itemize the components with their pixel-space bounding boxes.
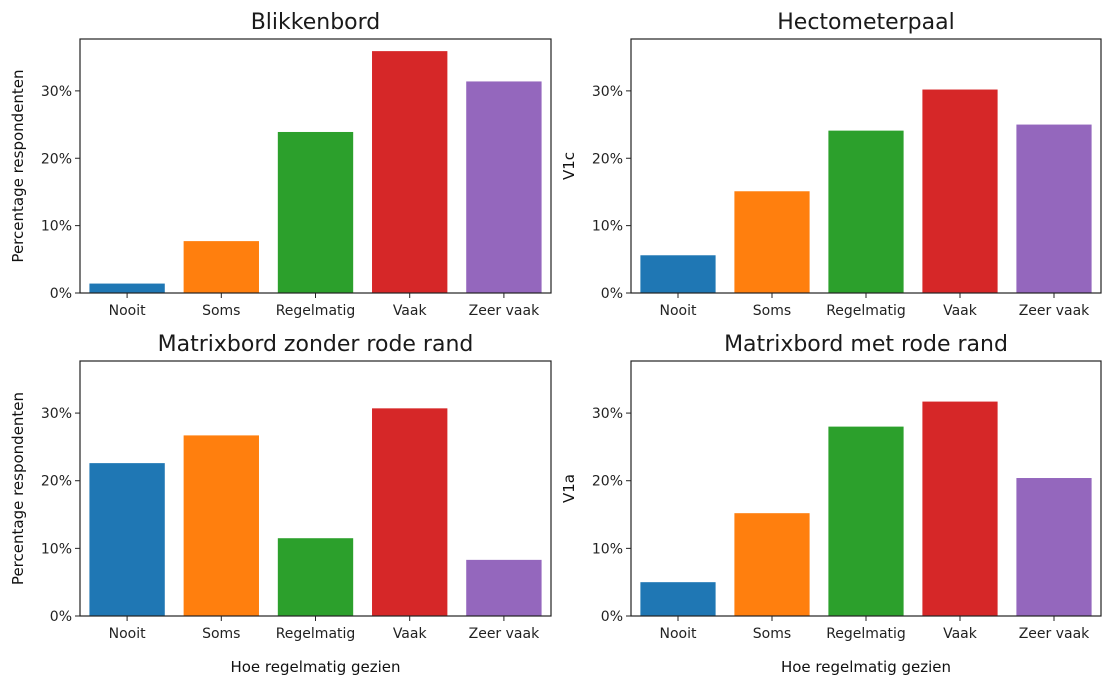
y-tick-label: 30% [592,406,623,422]
chart-title: Hectometerpaal [777,10,954,35]
bar-regelmatig [828,130,904,293]
x-tick-label: Nooit [660,303,697,319]
y-tick-label: 30% [592,84,623,100]
y-tick-label: 20% [592,474,623,490]
x-tick-label: Zeer vaak [1019,303,1090,319]
y-axis-label: Percentage respondenten [9,392,27,585]
bar-soms [734,513,810,616]
chart-panel-4: Matrixbord met rode rand Nooit Soms Regelma… [560,332,1102,676]
x-tick-label: Zeer vaak [469,303,540,319]
x-tick-label: Zeer vaak [1019,626,1090,642]
y-axis-label: V1c [560,152,578,180]
x-tick-label: Soms [202,303,240,319]
x-tick-label: Vaak [943,303,978,319]
bar-vaak [372,408,448,616]
y-tick-label: 20% [41,151,72,167]
y-tick-label: 30% [41,84,72,100]
x-tick-label: Regelmatig [826,626,906,642]
x-tick-label: Regelmatig [276,303,356,319]
x-tick-label: Vaak [943,626,978,642]
bar-nooit [640,582,716,616]
y-tick-label: 0% [50,609,72,625]
bar-soms [183,435,259,616]
x-tick-label: Nooit [109,303,146,319]
x-axis-label: Hoe regelmatig gezien [230,658,400,676]
chart-title: Matrixbord zonder rode rand [158,332,474,357]
x-tick-label: Regelmatig [276,626,356,642]
x-tick-label: Regelmatig [826,303,906,319]
y-tick-label: 10% [41,541,72,557]
x-tick-label: Soms [753,626,791,642]
bar-zeer-vaak [1016,124,1092,293]
chart-panel-2: Hectometerpaal Nooit Soms Regelmatig Vaak Zee… [560,10,1102,319]
x-tick-label: Vaak [393,626,428,642]
bar-nooit [89,283,165,293]
chart-panel-3: Matrixbord zonder rode rand Nooit Soms Rege… [9,332,552,676]
chart-title: Matrixbord met rode rand [724,332,1008,357]
y-tick-label: 10% [592,541,623,557]
y-tick-label: 10% [41,219,72,235]
chart-title: Blikkenbord [251,10,381,35]
x-axis-label: Hoe regelmatig gezien [781,658,951,676]
y-tick-label: 0% [50,286,72,302]
y-tick-label: 0% [601,609,623,625]
y-axis-label: Percentage respondenten [9,69,27,262]
x-tick-label: Nooit [109,626,146,642]
bar-soms [734,191,810,293]
bar-zeer-vaak [466,559,542,616]
y-tick-label: 20% [41,474,72,490]
bar-soms [183,241,259,293]
x-tick-label: Nooit [660,626,697,642]
y-tick-label: 10% [592,219,623,235]
y-tick-label: 0% [601,286,623,302]
bar-vaak [922,89,998,293]
chart-panel-1: Blikkenbord Nooit Soms Regelmatig Vaak Zeer v… [9,10,552,319]
x-tick-label: Soms [202,626,240,642]
bar-zeer-vaak [1016,478,1092,616]
x-tick-label: Vaak [393,303,428,319]
bar-zeer-vaak [466,81,542,294]
bar-nooit [640,255,716,293]
bar-regelmatig [828,426,904,616]
bar-vaak [922,401,998,616]
bar-vaak [372,51,448,293]
bar-nooit [89,463,165,616]
y-tick-label: 20% [592,151,623,167]
x-tick-label: Zeer vaak [469,626,540,642]
y-axis-label: V1a [560,474,578,503]
bar-regelmatig [277,538,354,616]
y-tick-label: 30% [41,406,72,422]
bar-regelmatig [277,131,354,293]
x-tick-label: Soms [753,303,791,319]
